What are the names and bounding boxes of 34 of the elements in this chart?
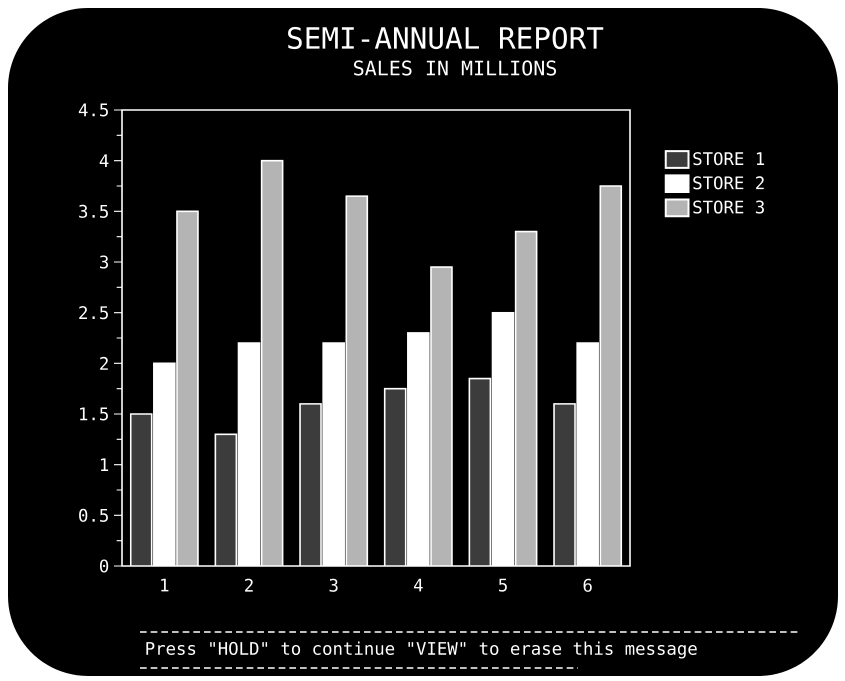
bar bbox=[600, 185, 622, 566]
bar bbox=[516, 232, 537, 566]
y-tick-label: 0.5 bbox=[79, 508, 108, 522]
y-tick-label: 2 bbox=[100, 356, 108, 370]
y-tick-label: 2.5 bbox=[79, 306, 108, 320]
bar bbox=[384, 388, 406, 566]
x-tick-label: 5 bbox=[499, 578, 507, 592]
y-tick-label: 3 bbox=[100, 255, 108, 269]
bar bbox=[553, 403, 576, 566]
bar bbox=[300, 404, 322, 566]
bar bbox=[176, 211, 198, 566]
y-tick-label: 1.5 bbox=[80, 408, 108, 420]
legend-label: STORE 1 bbox=[693, 152, 764, 166]
y-tick-label: 4 bbox=[100, 154, 108, 167]
y-tick-label: 1 bbox=[100, 458, 108, 471]
chart-subtitle: SALES IN MILLIONS bbox=[354, 60, 556, 76]
y-tick-label: 4.5 bbox=[78, 104, 108, 116]
x-tick-label: 4 bbox=[414, 578, 423, 592]
bar bbox=[262, 160, 283, 566]
x-tick-label: 3 bbox=[330, 578, 338, 592]
bar bbox=[346, 196, 368, 566]
bar bbox=[130, 414, 152, 566]
y-tick-label: 3.5 bbox=[79, 204, 108, 218]
chart-title: SEMI-ANNUAL REPORT bbox=[288, 26, 604, 50]
y-tick-label: 0 bbox=[100, 559, 108, 573]
x-tick-label: 2 bbox=[245, 578, 253, 592]
bar bbox=[469, 378, 490, 566]
legend-label: STORE 3 bbox=[693, 200, 764, 214]
text: Press "HOLD" to continue "VIEW" to erase this message bbox=[146, 642, 697, 658]
x-tick-label: 6 bbox=[584, 578, 592, 592]
bar bbox=[430, 267, 452, 566]
legend-label: STORE 2 bbox=[693, 176, 764, 190]
x-tick-label: 1 bbox=[161, 578, 168, 592]
bar bbox=[215, 434, 236, 566]
